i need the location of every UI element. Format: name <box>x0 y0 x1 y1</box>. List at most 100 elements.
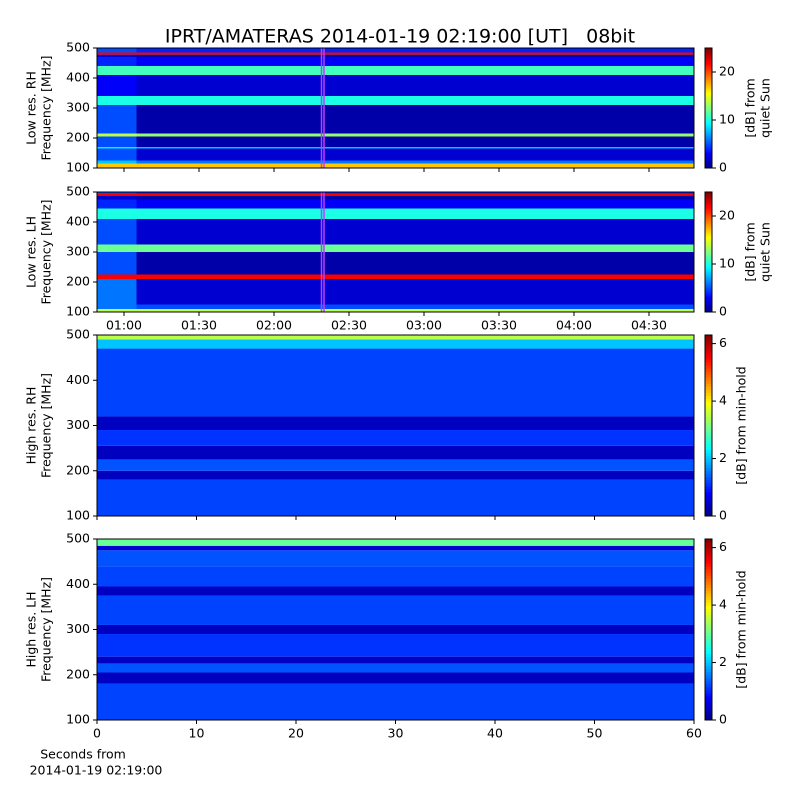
colorbar-step <box>705 60 712 63</box>
spectrogram-cell <box>97 566 694 587</box>
colorbar-step <box>705 605 712 609</box>
colorbar-step <box>705 240 712 243</box>
colorbar-step <box>705 494 712 499</box>
colorbar-step <box>705 683 712 688</box>
spectrogram-cell <box>136 199 694 209</box>
spectrogram-cell <box>97 195 137 200</box>
colorbar-step <box>705 599 712 603</box>
colorbar-step <box>705 578 712 582</box>
colorbar-step <box>705 56 712 59</box>
colorbar-step <box>705 512 712 517</box>
spectrogram-cell <box>97 54 137 57</box>
colorbar-step <box>705 386 712 390</box>
colorbar-step <box>705 551 712 555</box>
y-tick-label: 200 <box>66 130 90 145</box>
colorbar-step <box>705 542 712 546</box>
colorbar-step <box>705 464 712 469</box>
y-tick-label: 300 <box>66 621 90 636</box>
colorbar-step <box>705 581 712 585</box>
colorbar-step <box>705 118 712 121</box>
colorbar-step <box>705 359 712 363</box>
colorbar-step <box>705 401 712 405</box>
spectrogram-cell <box>97 163 137 168</box>
spectrogram-cell <box>97 416 694 431</box>
spectrogram-cell <box>97 66 137 75</box>
colorbar-tick-label: 4 <box>719 393 727 408</box>
spectrogram-cell <box>136 52 694 55</box>
y-axis-label: High res. RH <box>24 387 39 465</box>
x-axis-label: Seconds from <box>40 747 126 762</box>
colorbar-step <box>705 509 712 514</box>
colorbar-tick-label: 0 <box>719 160 727 175</box>
colorbar-tick-label: 10 <box>719 112 735 127</box>
colorbar-step <box>705 380 712 384</box>
colorbar-step <box>705 365 712 369</box>
colorbar-step <box>705 150 712 153</box>
colorbar-step <box>705 80 712 83</box>
colorbar-step <box>705 707 712 712</box>
colorbar-step <box>705 425 712 430</box>
colorbar-step <box>705 662 712 667</box>
colorbar-tick-label: 2 <box>719 654 727 669</box>
spectrogram-cell <box>136 57 694 66</box>
figure-title: IPRT/AMATERAS 2014-01-19 02:19:00 [UT] 0… <box>165 26 635 48</box>
spectrogram-cell <box>97 663 694 673</box>
colorbar-step <box>705 665 712 670</box>
y-tick-label: 400 <box>66 372 90 387</box>
y-axis-label: Frequency [MHz] <box>39 55 54 160</box>
colorbar-step <box>705 656 712 661</box>
colorbar-step <box>705 196 712 199</box>
colorbar-step <box>705 641 712 646</box>
spectrogram-cell <box>97 136 137 147</box>
colorbar-step <box>705 244 712 247</box>
colorbar-step <box>705 602 712 606</box>
spectrogram-cell <box>136 54 694 57</box>
colorbar-step <box>705 126 712 129</box>
colorbar-tick-label: 6 <box>719 539 727 554</box>
colorbar-step <box>705 270 712 273</box>
colorbar-step <box>705 110 712 113</box>
spectrogram-cell <box>97 193 137 196</box>
colorbar-step <box>705 701 712 706</box>
colorbar-step <box>705 500 712 505</box>
colorbar-step <box>705 166 712 169</box>
colorbar-step <box>705 200 712 203</box>
spectrogram-cell <box>136 219 694 245</box>
colorbar-step <box>705 389 712 393</box>
colorbar-step <box>705 148 712 151</box>
colorbar-step <box>705 470 712 475</box>
x-tick-label: 40 <box>487 726 503 741</box>
spectrogram-cell <box>97 656 694 664</box>
colorbar-step <box>705 122 712 125</box>
colorbar-frame <box>704 47 713 169</box>
colorbar-step <box>705 407 712 411</box>
y-tick-label: 500 <box>66 184 90 199</box>
colorbar-step <box>705 368 712 372</box>
colorbar-step <box>705 296 712 299</box>
colorbar-step <box>705 310 712 313</box>
spectrogram-cell <box>136 193 694 196</box>
colorbar-step <box>705 140 712 143</box>
y-axis-label: Low res. RH <box>24 71 39 145</box>
y-tick-label: 400 <box>66 70 90 85</box>
spectrogram-cell <box>97 279 137 305</box>
y-tick-label: 100 <box>66 508 90 523</box>
spectrogram-cell <box>97 595 694 625</box>
colorbar-step <box>705 647 712 652</box>
x-tick-label: 03:00 <box>406 318 442 333</box>
colorbar-step <box>705 228 712 231</box>
colorbar-step <box>705 695 712 700</box>
colorbar-step <box>705 264 712 267</box>
spectrogram-cell <box>97 192 137 194</box>
colorbar-step <box>705 677 712 682</box>
colorbar-step <box>705 268 712 271</box>
spectrogram-cell <box>97 309 137 312</box>
colorbar-step <box>705 238 712 241</box>
colorbar-step <box>705 614 712 618</box>
colorbar-step <box>705 298 712 301</box>
colorbar-step <box>705 262 712 265</box>
colorbar-step <box>705 596 712 600</box>
colorbar-label: [dB] from min-hold <box>734 366 749 484</box>
colorbar-step <box>705 214 712 217</box>
